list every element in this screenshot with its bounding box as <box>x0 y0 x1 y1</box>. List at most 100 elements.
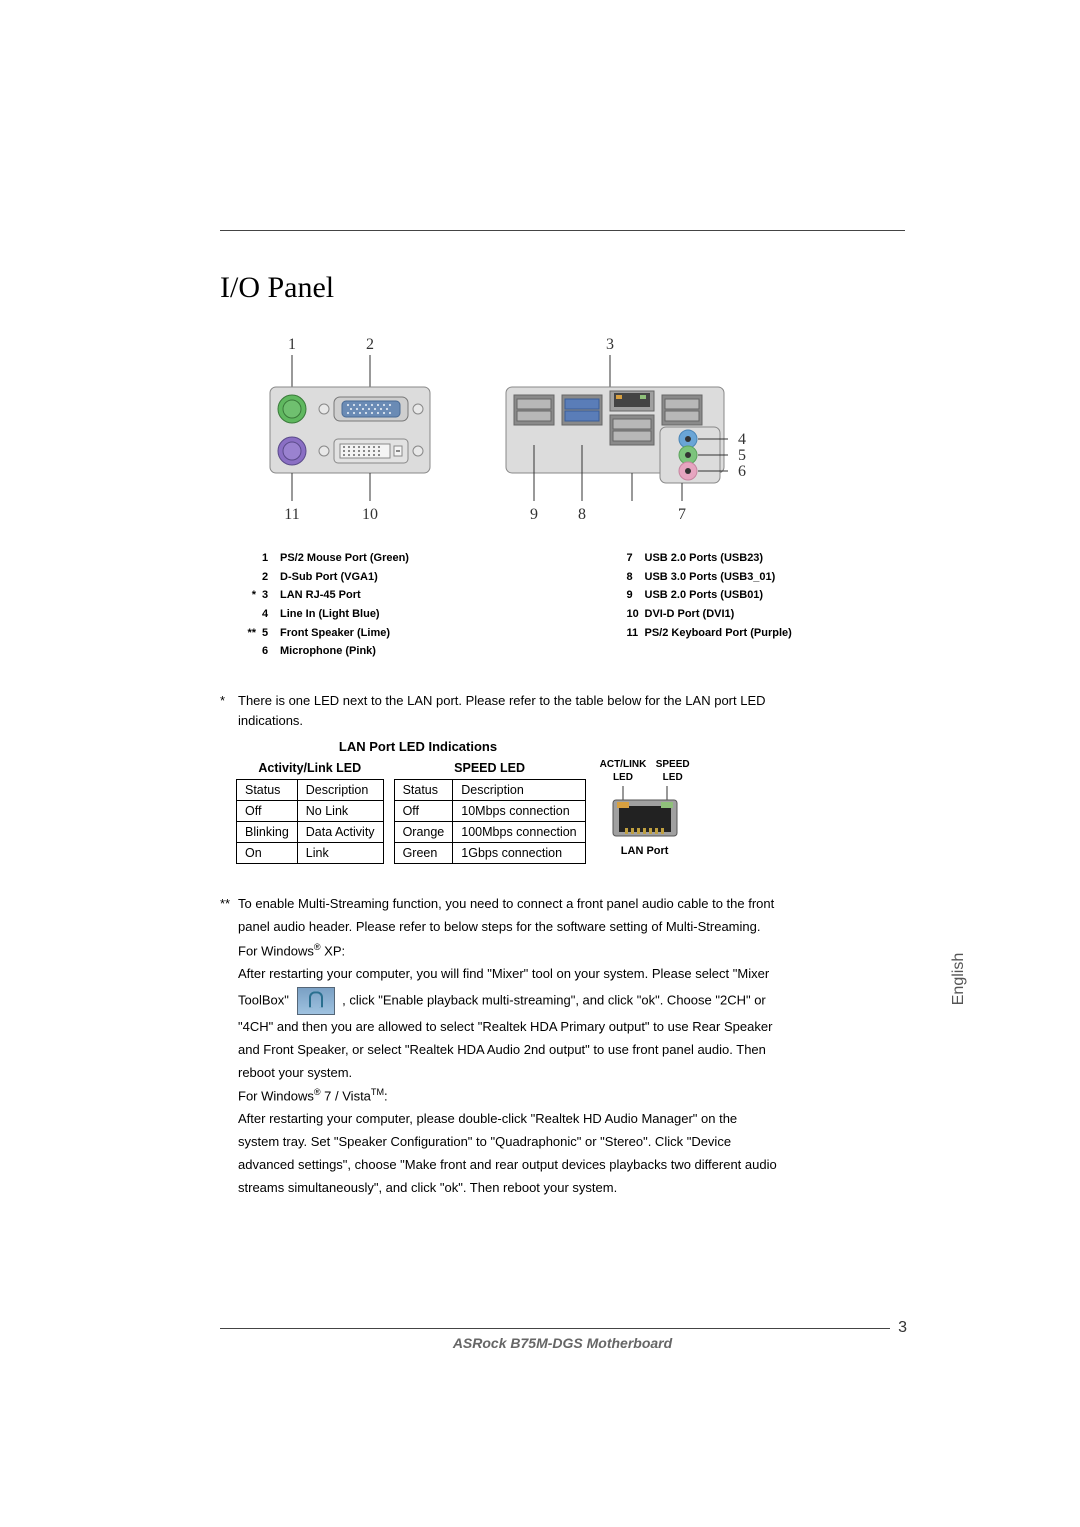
fig-label: SPEED <box>656 759 690 770</box>
legend-num: 3 <box>262 586 280 605</box>
legend-num: 10 <box>627 605 645 624</box>
led-section-title: LAN Port LED Indications <box>238 739 598 754</box>
fig-label: ACT/LINK <box>600 759 647 770</box>
legend-row: 7USB 2.0 Ports (USB23) <box>601 549 906 568</box>
legend-num: 4 <box>262 605 280 624</box>
ms-line: To enable Multi-Streaming function, you … <box>238 896 774 911</box>
legend-prefix <box>601 605 621 624</box>
note-text-first: There is one LED next to the LAN port. P… <box>238 693 766 708</box>
lan-port-caption: LAN Port <box>600 844 690 858</box>
legend-num: 5 <box>262 624 280 643</box>
activity-led-table: Activity/Link LED StatusDescription OffN… <box>236 758 384 864</box>
ms-line: and Front Speaker, or select "Realtek HD… <box>238 1040 905 1061</box>
legend-label: DVI-D Port (DVI1) <box>645 605 906 624</box>
ms-line: ToolBox" , click "Enable playback multi-… <box>238 987 905 1015</box>
legend-row: 8USB 3.0 Ports (USB3_01) <box>601 568 906 587</box>
callout-1: 1 <box>288 336 296 353</box>
legend-prefix: * <box>236 586 256 605</box>
table-row: OffNo Link <box>237 801 384 822</box>
cell-desc: 1Gbps connection <box>453 843 585 864</box>
section-title: I/O Panel <box>220 271 905 305</box>
port-legend: 1PS/2 Mouse Port (Green)2D-Sub Port (VGA… <box>236 549 905 661</box>
svg-text:9: 9 <box>530 506 538 523</box>
legend-num: 2 <box>262 568 280 587</box>
note-marker: ** <box>220 894 238 915</box>
ms-line: After restarting your computer, you will… <box>238 964 905 985</box>
callout-3: 3 <box>606 336 614 353</box>
cell-status: Blinking <box>237 822 298 843</box>
legend-right-col: 7USB 2.0 Ports (USB23)8USB 3.0 Ports (US… <box>601 549 906 661</box>
page-content: I/O Panel 1 2 3 <box>220 230 905 1201</box>
page-number: 3 <box>890 1319 907 1337</box>
legend-num: 8 <box>627 568 645 587</box>
legend-label: USB 2.0 Ports (USB23) <box>645 549 906 568</box>
svg-text:7: 7 <box>678 506 686 523</box>
cell-status: Orange <box>394 822 453 843</box>
multi-streaming-note: **To enable Multi-Streaming function, yo… <box>220 894 905 1198</box>
page-footer: 3 ASRock B75M-DGS Motherboard <box>220 1328 905 1351</box>
legend-prefix <box>601 624 621 643</box>
io-panel-diagram: 1 2 3 <box>240 333 905 533</box>
footer-text: ASRock B75M-DGS Motherboard <box>220 1335 905 1351</box>
io-panel-svg: 1 2 3 <box>240 333 890 533</box>
fig-label: LED <box>613 772 633 783</box>
legend-prefix <box>236 605 256 624</box>
legend-row: 11PS/2 Keyboard Port (Purple) <box>601 624 906 643</box>
legend-label: D-Sub Port (VGA1) <box>280 568 541 587</box>
cell-desc: No Link <box>297 801 383 822</box>
table-row: Off10Mbps connection <box>394 801 585 822</box>
legend-label: Microphone (Pink) <box>280 642 541 661</box>
speed-led-table: SPEED LED StatusDescription Off10Mbps co… <box>394 758 586 864</box>
callout-2: 2 <box>366 336 374 353</box>
table-row: OnLink <box>237 843 384 864</box>
legend-prefix <box>601 586 621 605</box>
legend-label: Line In (Light Blue) <box>280 605 541 624</box>
cell-desc: 10Mbps connection <box>453 801 585 822</box>
footer-rule: 3 <box>220 1328 905 1329</box>
svg-text:11: 11 <box>284 506 299 523</box>
ms-fragment: ToolBox" <box>238 992 289 1007</box>
lan-port-icon <box>605 786 685 840</box>
fig-label: LED <box>663 772 683 783</box>
ms-line: streams simultaneously", and click "ok".… <box>238 1178 905 1199</box>
legend-row: 2D-Sub Port (VGA1) <box>236 568 541 587</box>
legend-row: ** 5Front Speaker (Lime) <box>236 624 541 643</box>
col-desc: Description <box>297 780 383 801</box>
legend-num: 1 <box>262 549 280 568</box>
legend-num: 6 <box>262 642 280 661</box>
legend-prefix <box>601 568 621 587</box>
legend-row: 10DVI-D Port (DVI1) <box>601 605 906 624</box>
note-text-rest: indications. <box>238 711 905 731</box>
cell-desc: 100Mbps connection <box>453 822 585 843</box>
legend-prefix <box>601 549 621 568</box>
ms-line: system tray. Set "Speaker Configuration"… <box>238 1132 905 1153</box>
legend-label: Front Speaker (Lime) <box>280 624 541 643</box>
ms-line: "4CH" and then you are allowed to select… <box>238 1017 905 1038</box>
legend-prefix: ** <box>236 624 256 643</box>
legend-left-col: 1PS/2 Mouse Port (Green)2D-Sub Port (VGA… <box>236 549 541 661</box>
svg-text:5: 5 <box>738 447 746 464</box>
lan-led-note: *There is one LED next to the LAN port. … <box>220 691 905 731</box>
cell-desc: Data Activity <box>297 822 383 843</box>
ms-line: reboot your system. <box>238 1063 905 1084</box>
table-row: Orange100Mbps connection <box>394 822 585 843</box>
svg-text:4: 4 <box>738 431 746 448</box>
legend-label: USB 3.0 Ports (USB3_01) <box>645 568 906 587</box>
ms-line: For Windows® 7 / VistaTM: <box>238 1085 905 1107</box>
col-status: Status <box>394 780 453 801</box>
legend-num: 9 <box>627 586 645 605</box>
svg-text:8: 8 <box>578 506 586 523</box>
legend-row: 1PS/2 Mouse Port (Green) <box>236 549 541 568</box>
col-desc: Description <box>453 780 585 801</box>
legend-row: 4Line In (Light Blue) <box>236 605 541 624</box>
lan-port-figure: ACT/LINK LED SPEED LED LAN Port <box>600 758 690 858</box>
note-marker: * <box>220 691 238 711</box>
legend-row: 9USB 2.0 Ports (USB01) <box>601 586 906 605</box>
cell-status: Off <box>394 801 453 822</box>
language-tab: English <box>950 953 968 1005</box>
col-status: Status <box>237 780 298 801</box>
mixer-toolbox-icon <box>297 987 335 1015</box>
legend-num: 7 <box>627 549 645 568</box>
svg-text:10: 10 <box>362 506 378 523</box>
legend-prefix <box>236 549 256 568</box>
